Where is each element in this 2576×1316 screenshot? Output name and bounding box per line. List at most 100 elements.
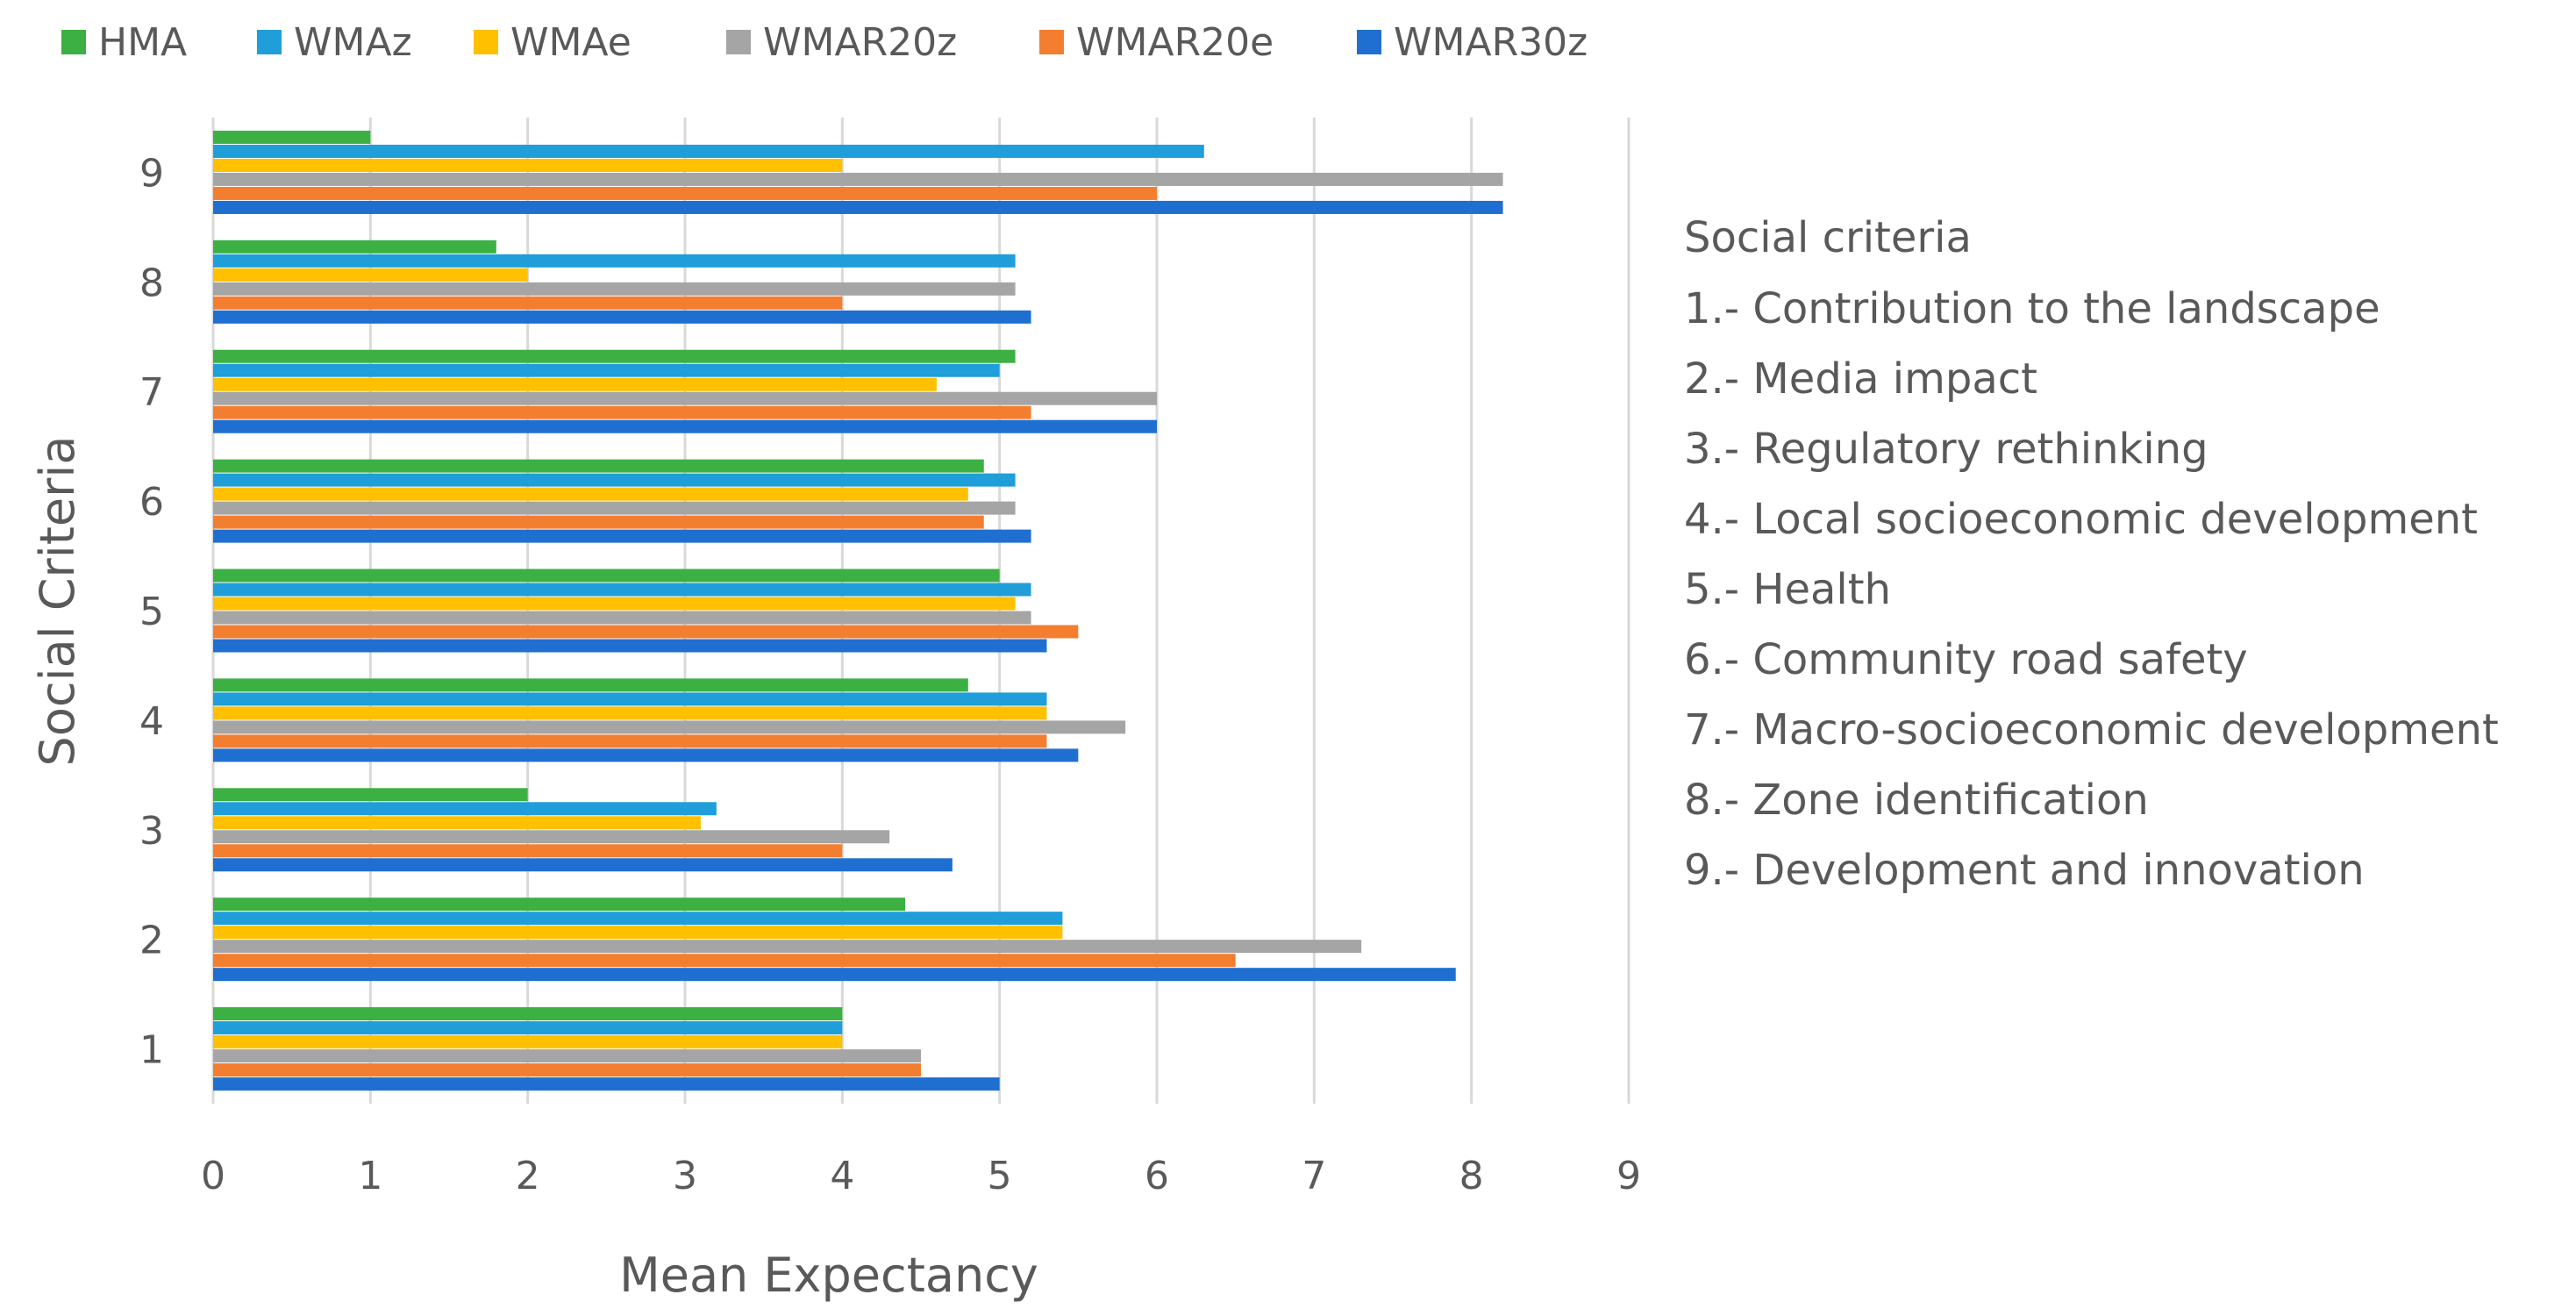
y-tick-label: 5 — [139, 590, 164, 634]
bar-WMAR30z-1 — [213, 1077, 1000, 1091]
y-tick-label: 4 — [139, 699, 164, 744]
bar-WMAz-7 — [213, 363, 1000, 377]
bar-WMAR20z-2 — [213, 940, 1362, 954]
bar-HMA-8 — [213, 240, 496, 254]
legend-label-WMAR30z: WMAR30z — [1394, 20, 1588, 65]
bar-WMAR20e-6 — [213, 515, 984, 529]
bar-WMAz-8 — [213, 254, 1016, 268]
bar-HMA-2 — [213, 898, 906, 912]
bar-WMAz-2 — [213, 912, 1063, 926]
y-tick-label: 2 — [139, 919, 164, 963]
bar-WMAR30z-7 — [213, 419, 1157, 433]
legend-label-WMAz: WMAz — [294, 20, 412, 65]
bar-HMA-7 — [213, 349, 1016, 363]
criteria-legend-item: 3.- Regulatory rethinking — [1684, 425, 2209, 474]
bar-WMAR30z-5 — [213, 639, 1047, 653]
x-tick-label: 9 — [1616, 1154, 1641, 1198]
y-tick-label: 3 — [139, 809, 164, 854]
bar-WMAR30z-9 — [213, 200, 1503, 214]
bar-WMAR20z-4 — [213, 720, 1126, 734]
bar-WMAR20z-9 — [213, 172, 1503, 186]
bar-WMAR30z-4 — [213, 748, 1079, 762]
y-axis-title: Social Criteria — [30, 436, 85, 767]
bar-WMAR20e-7 — [213, 405, 1031, 419]
criteria-legend-item: 8.- Zone identification — [1684, 776, 2149, 825]
legend-swatch-WMAe — [474, 30, 498, 54]
legend-swatch-WMAR20z — [726, 30, 751, 54]
bar-HMA-3 — [213, 788, 528, 802]
bar-HMA-9 — [213, 130, 371, 144]
legend-swatch-WMAz — [257, 30, 282, 54]
y-axis-ticks: 1 2 3 4 5 6 7 8 9 — [139, 151, 164, 1072]
bar-HMA-1 — [213, 1007, 843, 1021]
criteria-legend: Social criteria 1.- Contribution to the … — [1684, 213, 2499, 895]
x-tick-label: 4 — [830, 1154, 854, 1198]
bar-WMAe-6 — [213, 487, 968, 501]
gridlines — [211, 118, 1631, 1104]
bar-WMAR20e-9 — [213, 186, 1157, 200]
x-tick-label: 1 — [358, 1154, 382, 1198]
bar-WMAR20z-3 — [213, 830, 890, 844]
bar-WMAe-5 — [213, 597, 1016, 611]
legend-label-HMA: HMA — [98, 20, 187, 65]
bar-WMAR20z-6 — [213, 501, 1016, 515]
x-tick-label: 0 — [201, 1154, 225, 1198]
x-tick-label: 7 — [1302, 1154, 1326, 1198]
bar-WMAR20e-1 — [213, 1063, 921, 1077]
legend-swatch-WMAR20e — [1039, 30, 1064, 54]
bar-WMAR20e-5 — [213, 625, 1079, 639]
bar-WMAe-3 — [213, 816, 701, 830]
x-tick-label: 3 — [673, 1154, 697, 1198]
criteria-legend-item: 4.- Local socioeconomic development — [1684, 495, 2478, 544]
bar-WMAz-5 — [213, 583, 1031, 597]
bar-WMAe-2 — [213, 926, 1063, 940]
bar-HMA-6 — [213, 459, 984, 473]
y-tick-label: 1 — [139, 1028, 164, 1073]
y-tick-label: 8 — [139, 261, 164, 305]
bar-WMAz-6 — [213, 473, 1016, 487]
criteria-legend-item: 2.- Media impact — [1684, 354, 2037, 404]
legend-label-WMAR20e: WMAR20e — [1076, 20, 1274, 65]
bar-WMAR30z-8 — [213, 310, 1031, 324]
legend-swatch-HMA — [61, 30, 86, 54]
bar-WMAe-9 — [213, 158, 843, 172]
bar-WMAR20e-8 — [213, 296, 843, 310]
bar-WMAR20z-8 — [213, 282, 1016, 296]
bar-HMA-5 — [213, 569, 1000, 583]
criteria-legend-item: 1.- Contribution to the landscape — [1684, 284, 2380, 333]
bar-HMA-4 — [213, 678, 968, 692]
bar-WMAR20z-5 — [213, 611, 1031, 625]
bar-WMAz-9 — [213, 144, 1204, 158]
bar-WMAR20z-1 — [213, 1049, 921, 1063]
legend-swatch-WMAR30z — [1357, 30, 1381, 54]
criteria-legend-item: 6.- Community road safety — [1684, 635, 2248, 684]
bar-WMAe-7 — [213, 377, 937, 391]
x-axis-ticks: 0 1 2 3 4 5 6 7 8 9 — [201, 1154, 1641, 1198]
bar-WMAz-4 — [213, 692, 1047, 706]
bar-WMAz-1 — [213, 1021, 843, 1035]
bar-WMAR30z-2 — [213, 968, 1456, 982]
bar-WMAR20e-4 — [213, 734, 1047, 748]
criteria-legend-item: 7.- Macro-socioeconomic development — [1684, 705, 2499, 755]
criteria-legend-item: 9.- Development and innovation — [1684, 846, 2365, 895]
bar-WMAR30z-3 — [213, 858, 953, 872]
y-tick-label: 7 — [139, 370, 164, 415]
bar-WMAe-1 — [213, 1035, 843, 1049]
criteria-legend-title: Social criteria — [1684, 213, 1972, 262]
bar-WMAR20e-3 — [213, 844, 843, 858]
criteria-legend-item: 5.- Health — [1684, 565, 1891, 614]
bar-WMAz-3 — [213, 802, 717, 816]
x-tick-label: 2 — [516, 1154, 540, 1198]
x-tick-label: 5 — [988, 1154, 1012, 1198]
legend-label-WMAe: WMAe — [510, 20, 632, 65]
x-axis-title: Mean Expectancy — [619, 1248, 1038, 1303]
bar-WMAR30z-6 — [213, 529, 1031, 543]
bars — [213, 130, 1503, 1091]
x-tick-label: 6 — [1145, 1154, 1169, 1198]
y-tick-label: 6 — [139, 480, 164, 525]
bar-WMAR20z-7 — [213, 391, 1157, 405]
y-tick-label: 9 — [139, 151, 164, 196]
bar-WMAR20e-2 — [213, 954, 1236, 968]
bar-WMAe-8 — [213, 268, 528, 282]
